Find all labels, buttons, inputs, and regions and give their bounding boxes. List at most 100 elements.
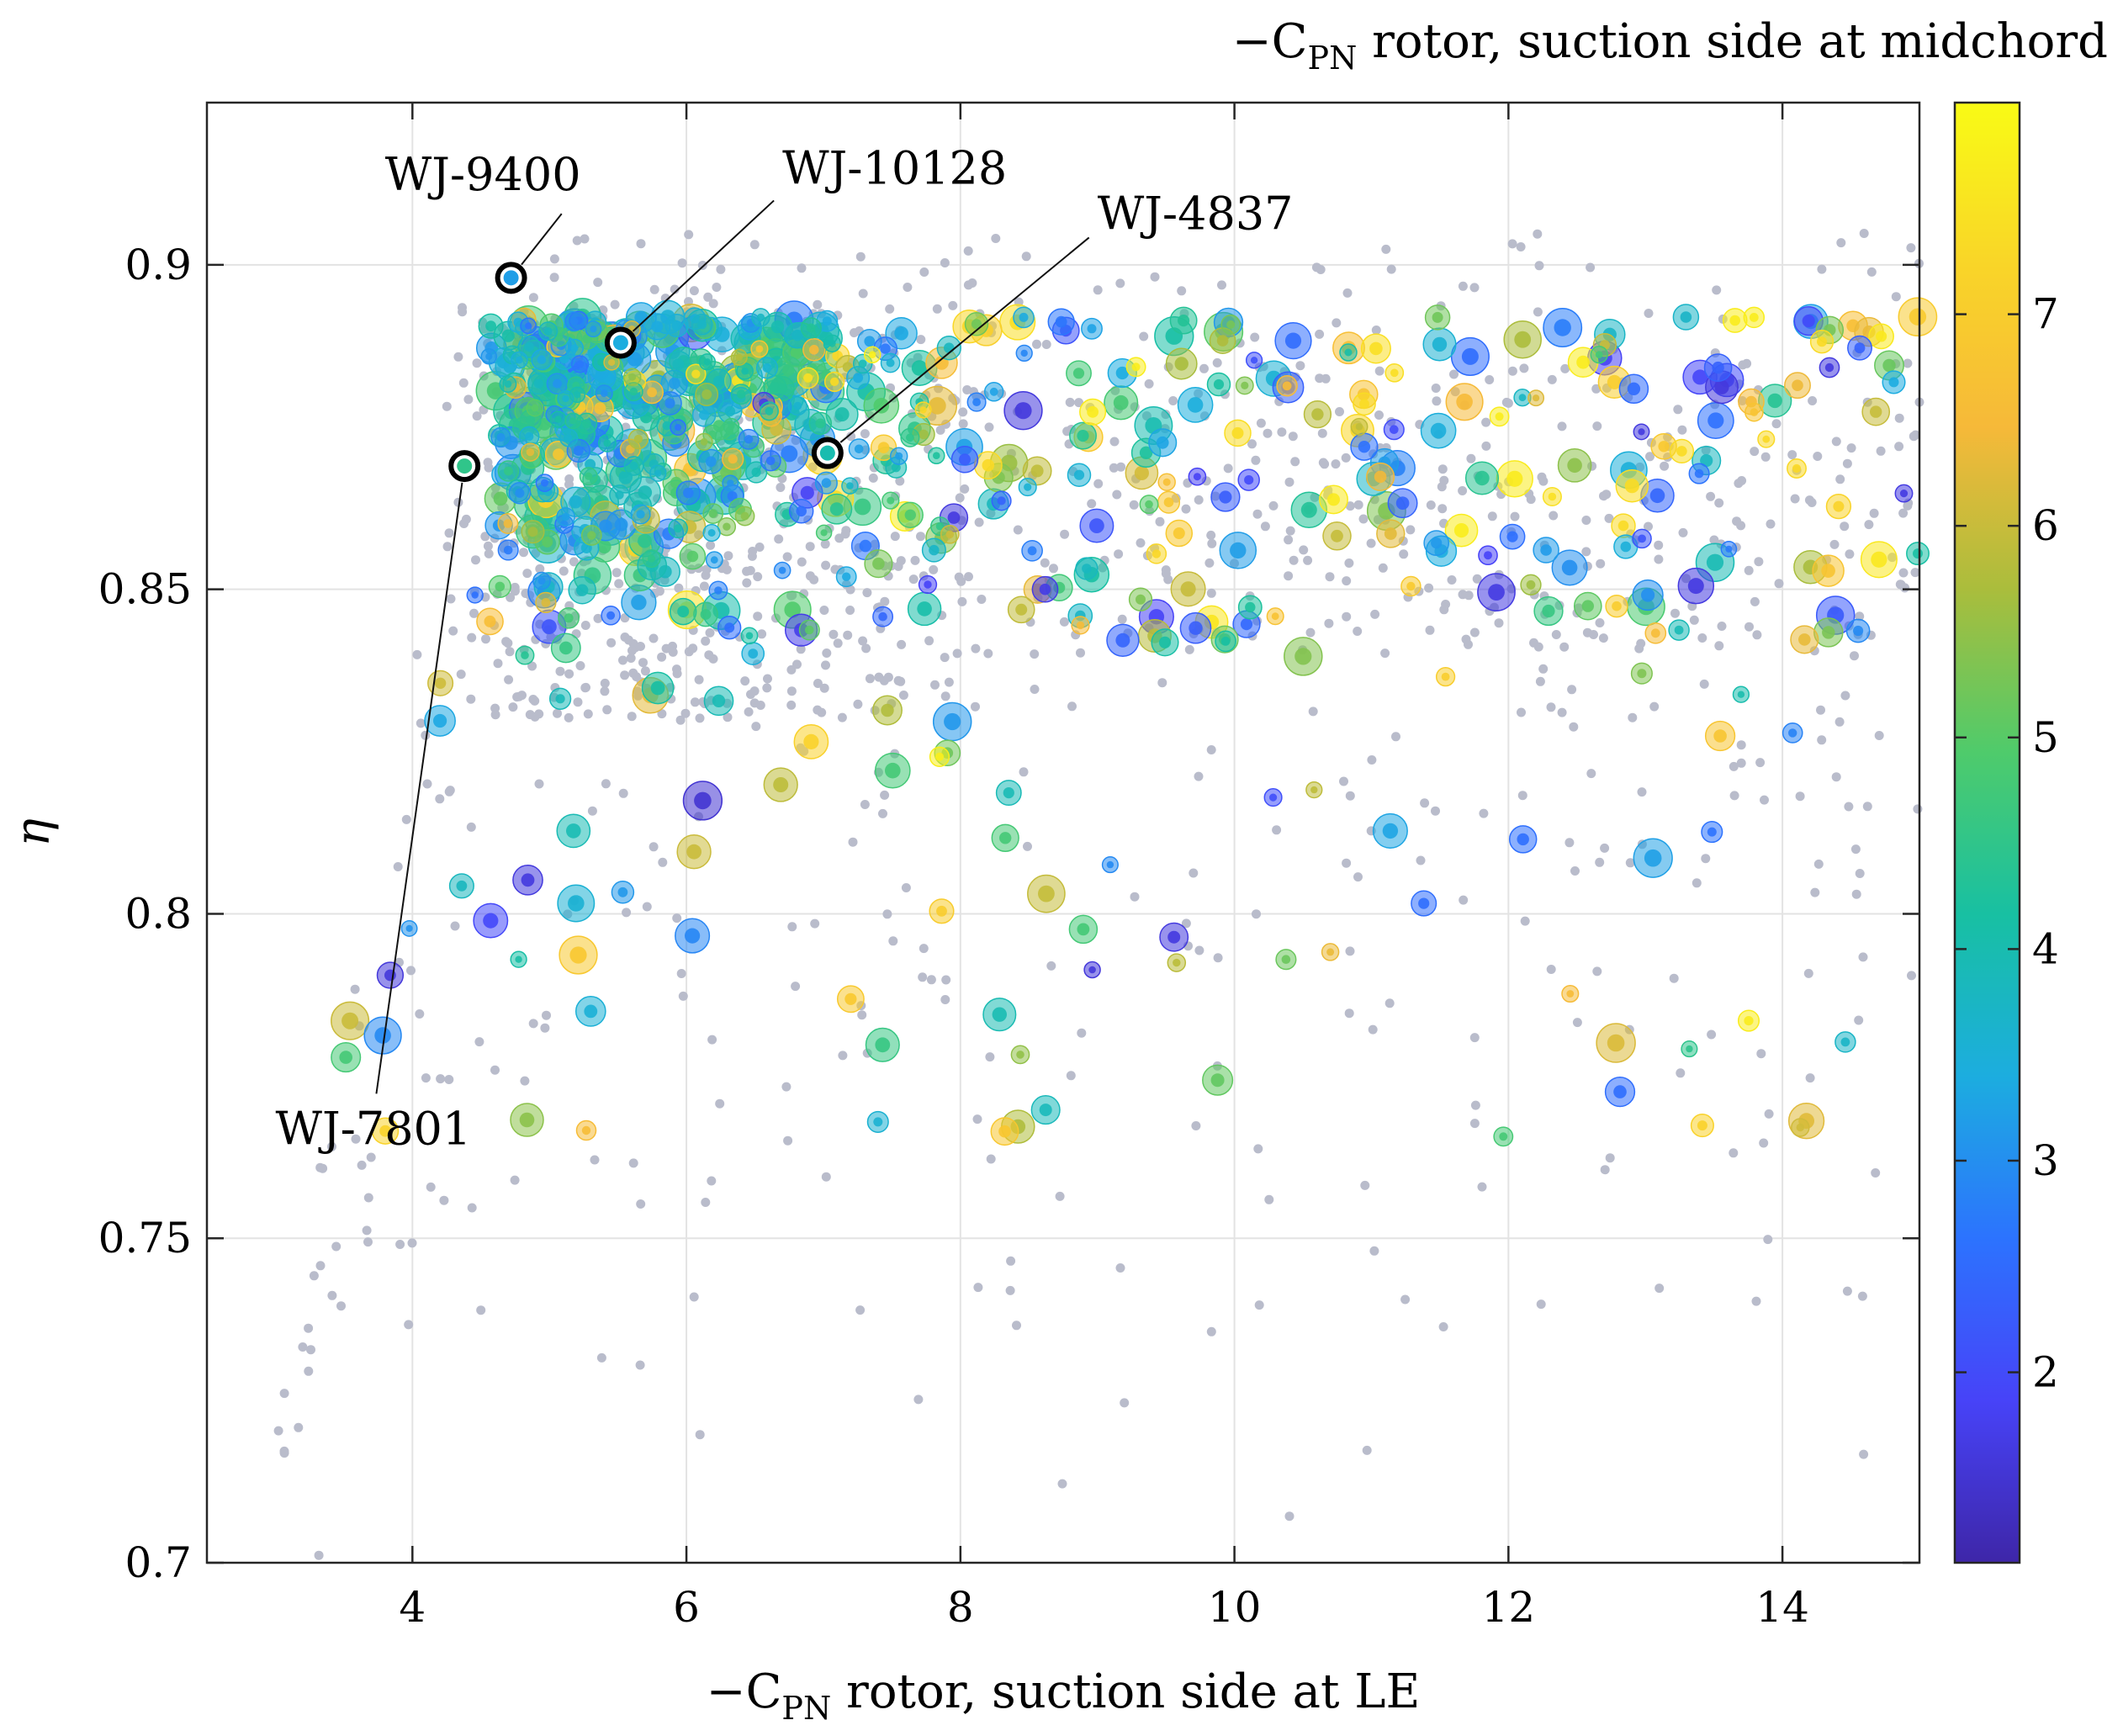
background-point [1217,280,1226,290]
background-point [1803,968,1813,978]
background-point [626,654,636,663]
colored-point-core [654,469,662,477]
background-point [1699,679,1709,689]
colored-point-core [1714,379,1729,394]
background-point [668,647,678,657]
colored-point-core [1474,470,1490,486]
background-point [1012,1321,1021,1331]
background-point [1055,1191,1065,1201]
background-point [786,686,797,696]
background-point [1041,340,1051,349]
colored-point-core [1331,529,1343,542]
y-tick-label: 0.75 [98,1214,192,1262]
background-point [1289,555,1299,565]
colored-point-core [600,389,608,398]
colored-point-core [1888,377,1899,388]
background-point [1560,363,1570,373]
background-point [510,1175,520,1185]
background-point [350,984,360,994]
background-point [1701,854,1711,864]
background-point [1676,1068,1686,1078]
background-point [1251,455,1261,465]
background-point [762,683,772,693]
background-point [657,652,667,662]
background-point [1697,633,1707,643]
colored-point-core [1055,315,1067,328]
colored-point-core [1178,315,1190,327]
colorbar-tick-label: 5 [2032,713,2059,762]
colored-point-core [1189,621,1203,635]
background-point [458,307,468,317]
colored-point-core [1210,1073,1225,1088]
background-point [1074,398,1084,408]
background-point [1406,525,1416,535]
colored-point-core [1173,958,1181,967]
background-point [1366,538,1376,548]
background-point [958,407,968,417]
colored-point-core [1700,454,1713,468]
background-point [1669,973,1679,983]
colored-point-core [339,1051,353,1064]
y-tick-label: 0.8 [124,889,192,938]
background-point [1536,1299,1546,1310]
colored-point-core [1870,405,1882,418]
background-point [1342,576,1352,586]
colored-point-core [782,363,795,377]
background-point [1093,479,1104,489]
background-point [1207,538,1217,548]
colored-point-core [1326,948,1335,956]
colored-point-core [1003,787,1014,799]
colored-point-core [872,557,885,570]
background-point [861,643,871,654]
background-point [602,705,612,715]
colored-point-core [1566,990,1575,998]
background-point [1260,521,1270,532]
colored-point-core [834,407,850,422]
colored-point-core [374,1027,391,1044]
background-point [1120,1398,1130,1408]
background-point [1431,384,1441,393]
background-point [404,1320,414,1330]
background-point [1345,791,1355,801]
background-point [508,702,518,712]
background-point [783,1135,793,1146]
background-point [932,304,942,314]
background-point [450,921,460,931]
colored-point-core [1617,520,1629,532]
colored-point-core [587,531,596,540]
background-point [1013,525,1023,535]
background-point [837,712,847,722]
colored-point-core [1687,578,1704,595]
colored-point-core [647,387,657,398]
background-point [1816,705,1825,715]
background-point [627,712,637,722]
colored-point-core [1106,860,1114,869]
background-point [1677,425,1687,435]
background-point [850,328,859,338]
background-point [1645,452,1654,462]
colored-point-core [1567,458,1582,474]
background-point [930,680,940,690]
background-point [1277,427,1287,437]
background-point [805,542,815,552]
colored-point-core [1840,1037,1850,1047]
colored-point-core [944,342,955,354]
background-point [490,710,500,720]
background-point [1604,513,1614,523]
background-point [331,1241,341,1252]
colored-point-core [627,352,643,367]
background-point [865,674,875,684]
background-point [749,686,760,696]
background-point [1595,618,1605,627]
background-point [1813,452,1823,461]
background-point [860,429,870,439]
background-point [1437,504,1448,514]
background-point [549,254,559,264]
background-point [298,1342,308,1352]
colored-point-core [873,1117,883,1127]
colored-point-core [1226,320,1236,329]
background-point [564,669,574,679]
colored-point-core [636,510,645,519]
colored-point-core [853,373,864,384]
colorbar-tick-label: 6 [2032,501,2059,550]
